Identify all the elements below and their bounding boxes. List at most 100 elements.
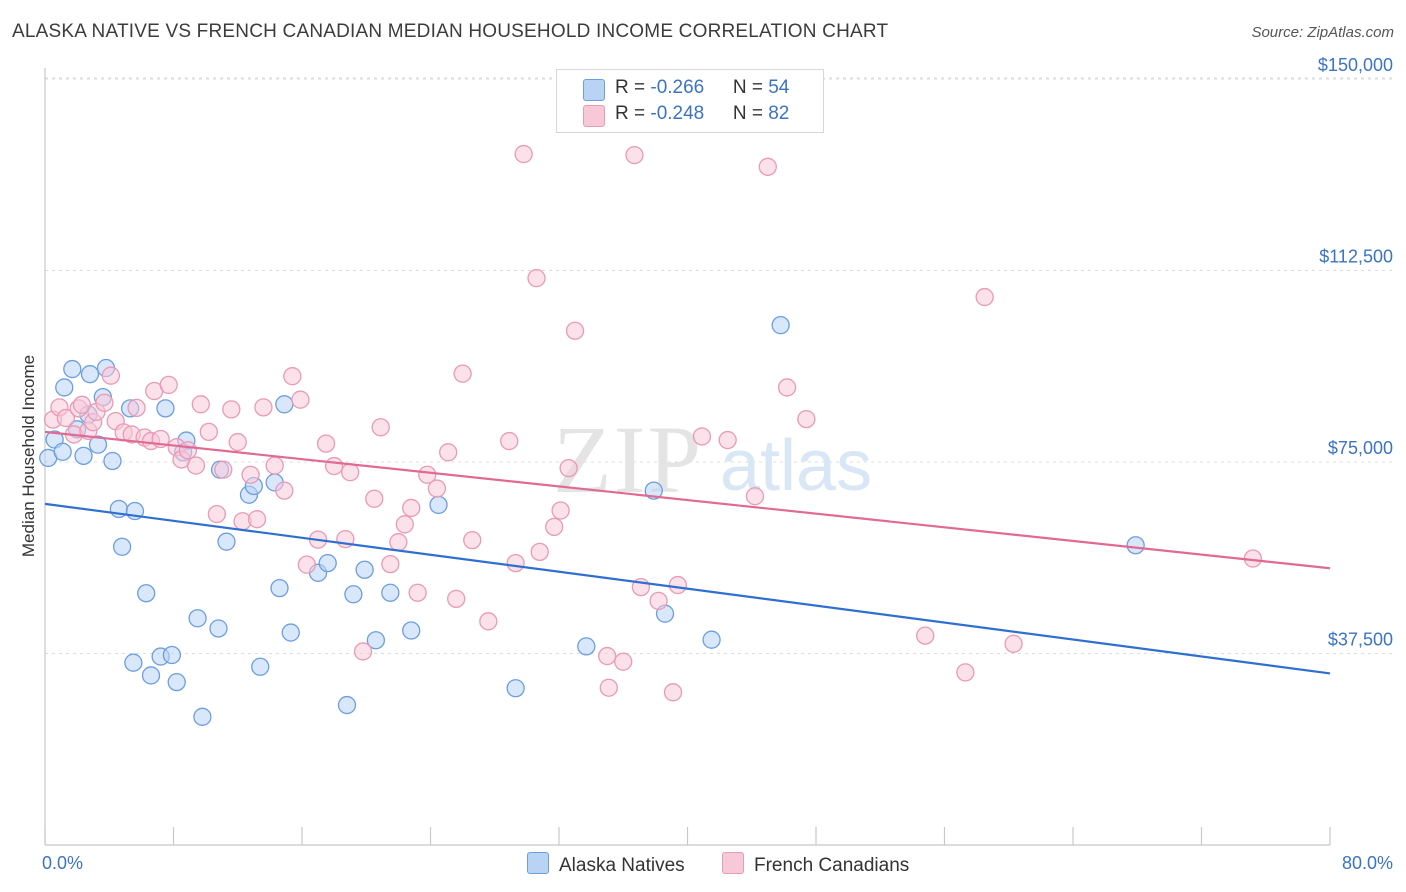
french-canadian-point [916,626,935,645]
french-canadian-point [545,517,564,537]
french-canadian-point [389,533,408,552]
french-canadian-point [514,144,533,164]
french-canadian-point [427,479,447,498]
alaska-native-point [63,359,82,379]
legend-row-french: R = -0.248 N = 82 [615,103,789,125]
legend-n-label: N = [732,103,769,124]
alaska-native-point [251,657,270,676]
french-canadian-point [178,441,198,460]
french-canadian-point [72,395,92,414]
y-tick-label: $75,000 [1328,438,1393,458]
source-label: Source: ZipAtlas.com [1251,24,1394,41]
french-canadian-point [565,321,585,340]
french-canadian-point [291,390,310,409]
french-canadian-point [191,395,210,414]
french-canadian-point [408,583,427,602]
legend-r-value: -0.248 [650,103,705,124]
french-canadian-point [599,678,618,697]
french-canadian-point [975,287,994,307]
watermark-zip: ZIP [553,406,703,513]
french-canadian-point [395,515,414,534]
alaska-native-point [577,637,596,656]
data-points [39,144,1263,726]
alaska-native-point [381,583,400,602]
french-canadian-point [625,145,644,165]
alaska-native-point [270,578,289,598]
french-canadian-point [559,458,578,478]
bottom-legend: Alaska Natives French Canadians [0,852,1406,878]
french-canadian-point [447,589,466,609]
french-canadian-point [127,398,146,418]
legend-n-value: 82 [768,103,790,124]
legend-swatch-french [583,105,605,127]
french-canadian-point [551,501,570,520]
legend-r-label: R = [615,103,651,124]
french-canadian-point [500,431,519,451]
alaska-native-point [74,446,93,466]
alaska-native-point [771,315,790,335]
alaska-native-point [281,623,300,642]
alaska-native-trend-line [44,502,1331,675]
zipatlas-watermark: ZIP atlas [553,406,872,513]
alaska-native-point [275,395,294,414]
alaska-native-point [355,560,374,579]
x-tick-label: 0.0% [42,853,83,873]
bottom-legend-label: Alaska Natives [559,855,685,876]
chart-title: ALASKA NATIVE VS FRENCH CANADIAN MEDIAN … [12,21,889,42]
french-canadian-point [527,269,546,288]
french-canadian-point [214,460,233,479]
french-canadian-point [758,157,777,176]
alaska-native-point [141,666,161,685]
french-canadian-point [777,378,797,397]
french-canadian-point [316,434,336,453]
alaska-native-point [344,585,363,604]
axes [44,68,1331,846]
y-tick-label: $112,500 [1319,247,1393,267]
alaska-native-point [366,631,386,650]
french-canadian-point [718,430,737,450]
alaska-native-point [506,679,525,698]
alaska-native-point [156,399,175,418]
bottom-legend-french: French Canadians [722,852,909,877]
french-canadian-point [598,646,617,666]
french-canadian-point [247,510,267,529]
french-canadian-point [530,542,549,562]
french-canadian-point [692,427,712,446]
french-canadian-point [365,489,384,508]
grid-lines [45,77,1395,654]
y-axis-label: Median Household Income [19,355,38,557]
french-canadian-point [353,642,373,661]
alaska-native-point [162,645,182,665]
alaska-native-point [402,621,421,640]
trend-lines [44,430,1331,675]
alaska-native-point [112,537,132,556]
legend-row-alaska: R = -0.266 N = 54 [615,77,789,99]
french-canadian-point [207,504,227,524]
y-tick-label: $150,000 [1318,55,1393,75]
legend-r-label: R = [615,77,651,98]
french-canadian-point [402,498,421,518]
french-canadian-point [1004,634,1023,653]
bottom-legend-swatch-french [722,852,744,874]
bottom-legend-label: French Canadians [754,855,910,876]
alaska-native-point [80,365,100,384]
legend-swatch-alaska [583,79,605,101]
french-canadian-point [439,443,458,462]
french-canadian-trend-line [44,430,1331,570]
french-canadian-point [254,398,273,417]
x-tick-label: 80.0% [1342,853,1393,873]
alaska-native-point [137,584,156,603]
alaska-native-point [702,630,721,649]
french-canadian-point [228,432,247,452]
french-canadian-point [663,683,683,702]
alaska-native-point [429,495,448,515]
french-canadian-point [668,575,688,595]
alaska-native-point [337,695,357,715]
alaska-native-point [53,442,72,461]
alaska-native-point [644,481,663,500]
french-canadian-point [283,367,302,386]
french-canadian-point [341,463,360,482]
french-canadian-point [797,409,816,429]
french-canadian-point [956,663,975,682]
